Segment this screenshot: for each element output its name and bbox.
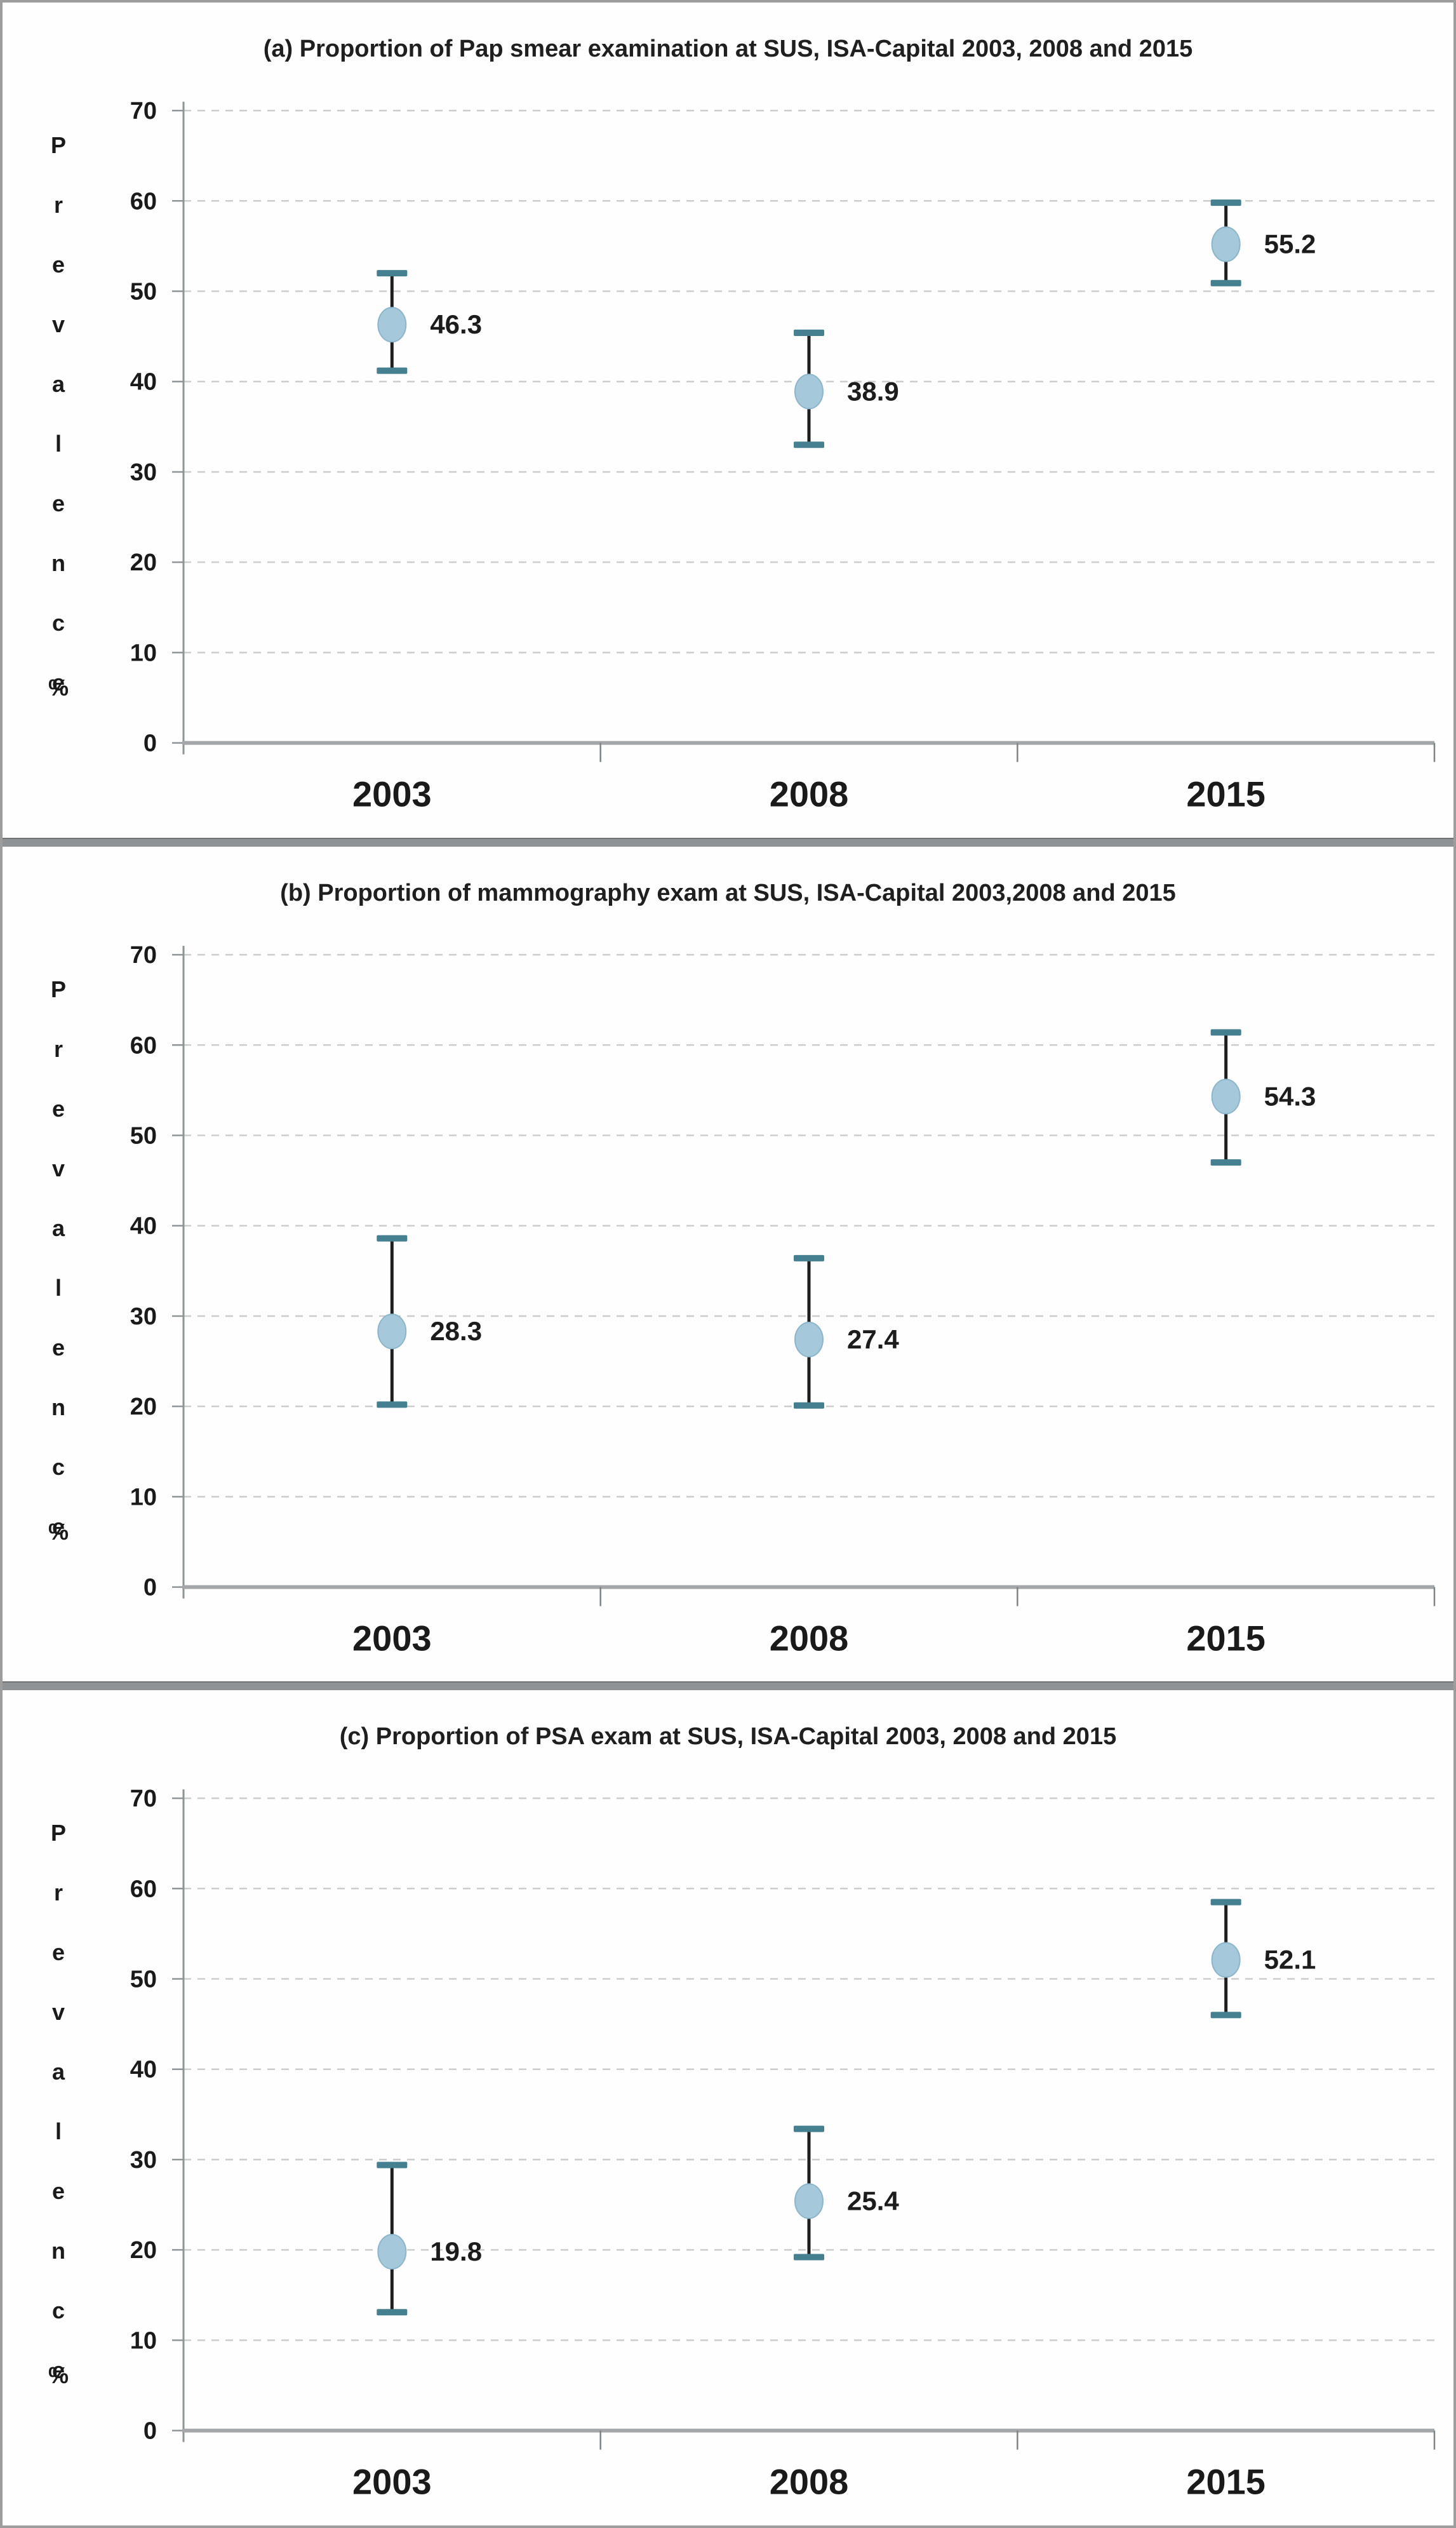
y-tick-label: 60 [130, 188, 157, 215]
value-label: 55.2 [1264, 229, 1316, 259]
x-category-label: 2003 [352, 774, 432, 814]
value-label: 25.4 [847, 2186, 899, 2216]
y-tick-label: 60 [130, 1032, 157, 1059]
y-axis-title-prevalence: P r e v a l e n c e [50, 132, 66, 696]
error-bar-cap-bottom [377, 2309, 408, 2316]
error-bar-cap-top [377, 1235, 408, 1242]
y-tick-label: 70 [130, 98, 157, 124]
x-category-label: 2015 [1186, 1618, 1266, 1658]
data-point-marker [794, 2183, 824, 2219]
data-point-marker [1211, 226, 1241, 262]
y-tick-label: 10 [130, 640, 157, 666]
x-category-label: 2008 [770, 1618, 849, 1658]
chart-plot-pap-smear: 0 10 20 30 40 50 60 70 2003 2008 2015 46.3 38.9 55.2 [130, 98, 1436, 814]
x-category-label: 2008 [770, 774, 849, 814]
y-tick-label: 50 [130, 1967, 157, 1993]
value-label: 54.3 [1264, 1081, 1316, 1111]
y-tick-label: 70 [130, 1785, 157, 1812]
error-bar-cap-bottom [794, 441, 824, 448]
y-tick-label: 0 [144, 730, 157, 757]
y-tick-label: 40 [130, 369, 157, 396]
data-point-marker [794, 373, 824, 410]
error-bar-cap-bottom [794, 2254, 824, 2261]
chart-title-a: (a) Proportion of Pap smear examination … [263, 36, 1193, 62]
error-bar-cap-top [377, 270, 408, 277]
y-axis-title-prevalence: P r e v a l e n c e [50, 976, 66, 1540]
error-bar-cap-bottom [377, 367, 408, 374]
error-bar-cap-top [794, 329, 824, 336]
error-bar-cap-bottom [1210, 1159, 1241, 1166]
y-axis-title-prevalence: P r e v a l e n c e [50, 1820, 66, 2384]
x-category-label: 2015 [1186, 2462, 1266, 2502]
panel-c: (c) Proportion of PSA exam at SUS, ISA-C… [3, 1690, 1453, 2526]
y-tick-label: 0 [144, 2418, 157, 2445]
y-tick-label: 10 [130, 2328, 157, 2355]
y-axis-unit-percent: % [48, 2362, 69, 2389]
y-tick-label: 50 [130, 1122, 157, 1149]
data-point-marker [1211, 1942, 1241, 1979]
data-point-marker [377, 307, 407, 343]
error-bar-cap-top [794, 2125, 824, 2132]
y-axis-unit-percent: % [48, 675, 69, 701]
error-bar-cap-bottom [794, 1402, 824, 1409]
x-category-label: 2008 [770, 2462, 849, 2502]
x-category-label: 2003 [352, 2462, 432, 2502]
y-tick-label: 30 [130, 2147, 157, 2174]
panel-a: (a) Proportion of Pap smear examination … [3, 3, 1453, 838]
y-tick-label: 60 [130, 1876, 157, 1903]
error-bar-cap-bottom [1210, 2012, 1241, 2019]
error-bar-cap-top [1210, 1899, 1241, 1906]
y-tick-label: 30 [130, 1303, 157, 1330]
data-point-marker [377, 1313, 407, 1349]
y-tick-label: 10 [130, 1484, 157, 1510]
x-category-label: 2003 [352, 1618, 432, 1658]
y-tick-label: 30 [130, 459, 157, 486]
value-label: 19.8 [430, 2236, 482, 2266]
x-category-label: 2015 [1186, 774, 1266, 814]
value-label: 52.1 [1264, 1945, 1316, 1975]
error-bar-cap-top [1210, 199, 1241, 206]
y-axis-unit-percent: % [48, 1518, 69, 1545]
panel-separator [3, 1681, 1453, 1691]
value-label: 46.3 [430, 309, 482, 339]
y-tick-label: 20 [130, 1394, 157, 1420]
chart-plot-mammography: 0 10 20 30 40 50 60 70 2003 2008 2015 28.3 27.4 54.3 [130, 942, 1436, 1658]
error-bar-cap-bottom [377, 1401, 408, 1408]
chart-title-c: (c) Proportion of PSA exam at SUS, ISA-C… [339, 1723, 1117, 1751]
y-tick-label: 20 [130, 2238, 157, 2264]
chart-title-b: (b) Proportion of mammography exam at SU… [280, 879, 1176, 906]
panel-b: (b) Proportion of mammography exam at SU… [3, 846, 1453, 1682]
value-label: 38.9 [847, 376, 899, 406]
value-label: 28.3 [430, 1316, 482, 1346]
error-bar-cap-top [377, 2162, 408, 2168]
panel-separator [3, 837, 1453, 847]
y-tick-label: 0 [144, 1574, 157, 1601]
data-point-marker [1211, 1079, 1241, 1115]
error-bar-cap-top [1210, 1029, 1241, 1036]
y-tick-label: 20 [130, 549, 157, 576]
y-tick-label: 50 [130, 279, 157, 306]
data-point-marker [377, 2234, 407, 2270]
y-tick-label: 40 [130, 1213, 157, 1239]
data-point-marker [794, 1321, 824, 1357]
y-tick-label: 70 [130, 942, 157, 969]
error-bar-cap-top [794, 1254, 824, 1261]
error-bar-cap-bottom [1210, 279, 1241, 286]
y-tick-label: 40 [130, 2057, 157, 2083]
chart-plot-psa: 0 10 20 30 40 50 60 70 2003 2008 2015 19.8 25.4 52.1 [130, 1785, 1436, 2502]
value-label: 27.4 [847, 1324, 899, 1354]
